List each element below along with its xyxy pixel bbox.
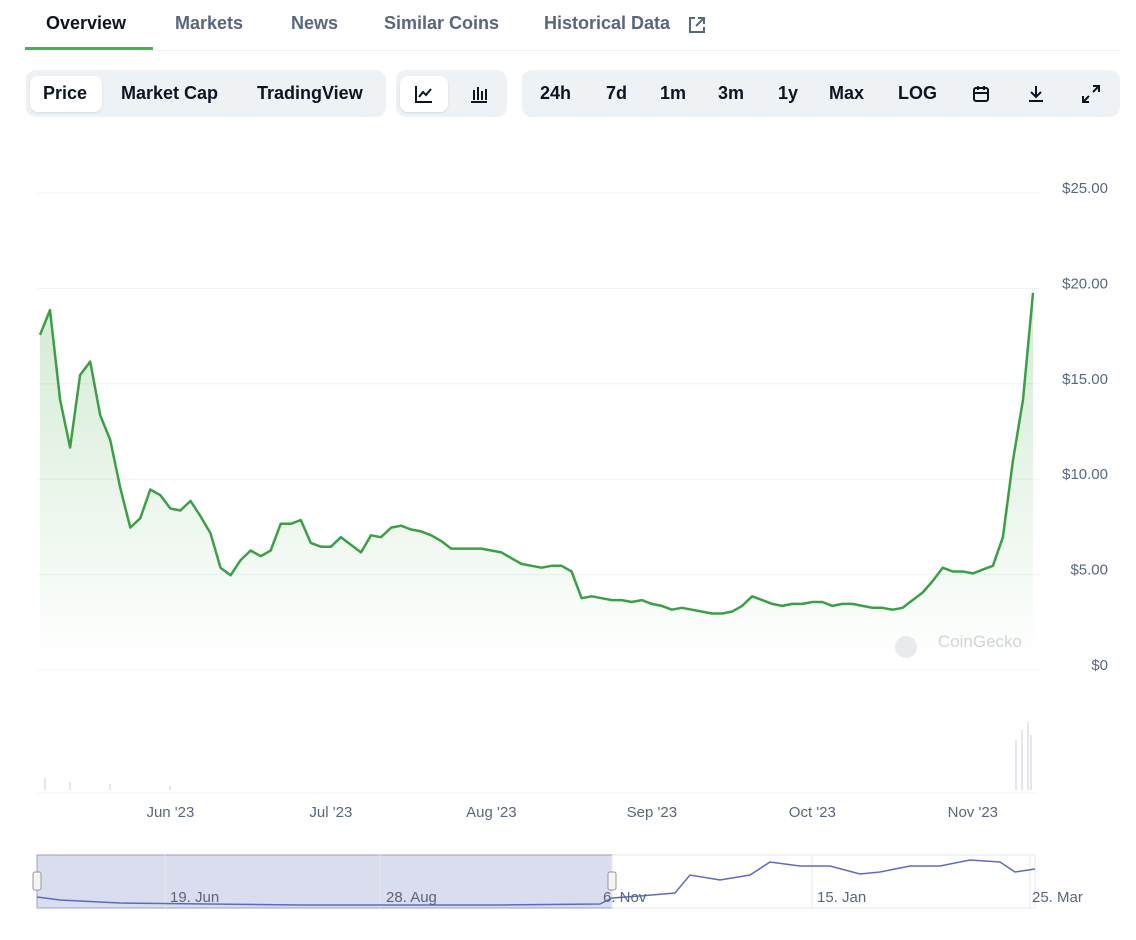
- tab[interactable]: Historical Data: [544, 13, 671, 33]
- mode-button[interactable]: Price: [43, 83, 88, 103]
- tab[interactable]: Similar Coins: [384, 13, 500, 33]
- price-line: [38, 292, 1035, 615]
- line-icon[interactable]: [414, 84, 434, 104]
- navigator-handle[interactable]: [32, 871, 42, 891]
- x-tick-label: Aug '23: [466, 804, 516, 821]
- tab-underline: [25, 47, 153, 50]
- tab[interactable]: Markets: [175, 13, 244, 33]
- tab[interactable]: Overview: [46, 13, 127, 33]
- range-button[interactable]: 24h: [540, 83, 572, 103]
- expand-icon[interactable]: [1081, 84, 1101, 104]
- calendar-icon[interactable]: [971, 84, 991, 104]
- navigator-line: [36, 859, 1036, 906]
- range-button[interactable]: LOG: [898, 83, 937, 103]
- range-group: [522, 70, 1120, 117]
- y-tick-label: $0: [1091, 657, 1108, 674]
- selected-bg: [30, 76, 102, 112]
- x-tick-label: Jul '23: [309, 804, 352, 821]
- range-button[interactable]: 7d: [606, 83, 628, 103]
- download-icon[interactable]: [1026, 84, 1046, 104]
- tabs-divider: [25, 50, 1120, 51]
- x-tick-label: Jun '23: [146, 804, 194, 821]
- y-tick-label: $20.00: [1062, 275, 1108, 292]
- navigator-label: 19. Jun: [170, 889, 219, 906]
- y-tick-label: $10.00: [1062, 466, 1108, 483]
- tab[interactable]: News: [291, 13, 339, 33]
- navigator-selection[interactable]: [36, 854, 613, 909]
- navigator-label: 28. Aug: [386, 889, 437, 906]
- mode-button[interactable]: Market Cap: [121, 83, 219, 103]
- y-tick-label: $25.00: [1062, 180, 1108, 197]
- range-button[interactable]: 1m: [660, 83, 687, 103]
- range-button[interactable]: 3m: [718, 83, 745, 103]
- navigator-label: 15. Jan: [817, 889, 866, 906]
- range-button[interactable]: 1y: [778, 83, 799, 103]
- x-tick-label: Sep '23: [627, 804, 677, 821]
- x-tick-label: Oct '23: [789, 804, 836, 821]
- navigator-label: 25. Mar: [1032, 889, 1083, 906]
- x-tick-label: Nov '23: [948, 804, 998, 821]
- mode-button[interactable]: TradingView: [257, 83, 363, 103]
- candle-icon[interactable]: [469, 84, 489, 104]
- area: [40, 292, 1033, 665]
- external-icon: [689, 17, 705, 33]
- y-tick-label: $5.00: [1070, 562, 1108, 579]
- y-tick-label: $15.00: [1062, 371, 1108, 388]
- navigator-label: 6. Nov: [603, 889, 647, 906]
- watermark-logo: [895, 636, 917, 658]
- range-button[interactable]: Max: [829, 83, 865, 103]
- navigator-handle[interactable]: [607, 871, 617, 891]
- watermark: CoinGecko: [938, 632, 1022, 651]
- volume-bars: [44, 722, 1032, 790]
